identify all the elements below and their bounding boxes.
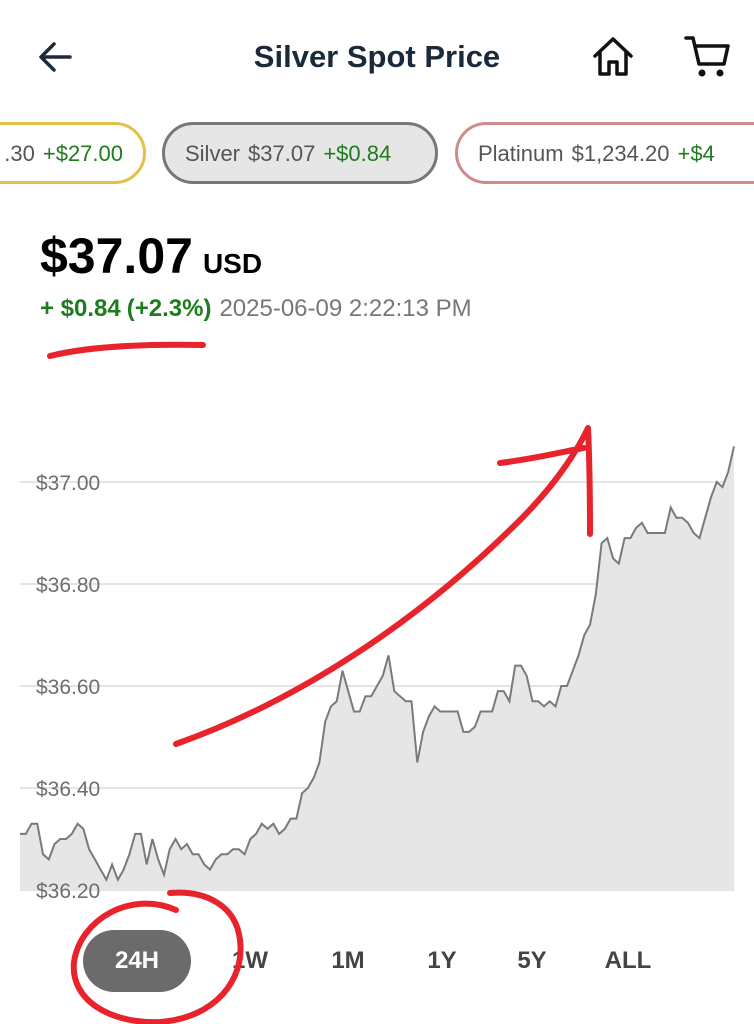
y-tick-label: $36.20 [36,880,100,903]
ticker-silver[interactable]: Silver $37.07 +$0.84 [162,122,438,184]
home-icon [593,37,633,76]
price-timestamp: 2025-06-09 2:22:13 PM [219,295,472,322]
price-area [20,446,734,890]
y-tick-label: $36.40 [36,778,100,801]
ticker-gold[interactable]: .30 +$27.00 [0,122,146,184]
ticker-price: $1,234.20 [571,141,670,166]
ticker-change: +$4 [677,141,715,166]
arrow-left-icon [39,42,72,72]
shopping-cart-icon [684,36,730,77]
home-button[interactable] [590,34,636,80]
range-24h[interactable]: 24H [83,930,191,992]
price-currency: USD [202,248,263,279]
ticker-label: Silver [185,141,241,166]
ticker-change: +$27.00 [42,141,123,166]
current-price: $37.07 USD [40,224,262,296]
y-tick-label: $36.80 [36,574,100,597]
ticker-price: .30 [4,141,35,166]
y-tick-label: $36.60 [36,676,100,699]
range-1m[interactable]: 1M [331,947,365,974]
range-1w[interactable]: 1W [232,947,268,974]
ticker-price: $37.07 [248,141,316,166]
price-chart[interactable]: $37.00 $36.80 $36.60 $36.40 $36.20 [0,400,754,920]
price-value: $37.07 [40,228,193,284]
page-title: Silver Spot Price [253,39,501,74]
time-range-selector: 24H 1W 1M 1Y 5Y ALL [0,930,754,1000]
price-change-percent: (+2.3%) [126,295,212,322]
underline-annotation [47,341,206,359]
ticker-change: +$0.84 [323,141,392,166]
price-change: + $0.84 [40,295,121,322]
cart-button[interactable] [682,32,732,82]
range-1y[interactable]: 1Y [427,947,457,974]
back-button[interactable] [34,36,76,78]
range-5y[interactable]: 5Y [517,947,547,974]
ticker-platinum[interactable]: Platinum $1,234.20 +$4 [455,122,754,184]
app-header: Silver Spot Price [0,0,754,112]
ticker-label: Platinum [478,141,564,166]
price-change-line: + $0.84 (+2.3%) 2025-06-09 2:22:13 PM [40,292,472,326]
y-tick-label: $37.00 [36,472,100,495]
range-all[interactable]: ALL [604,947,652,974]
metal-ticker-row: .30 +$27.00 Silver $37.07 +$0.84 Platinum $1… [0,122,754,188]
